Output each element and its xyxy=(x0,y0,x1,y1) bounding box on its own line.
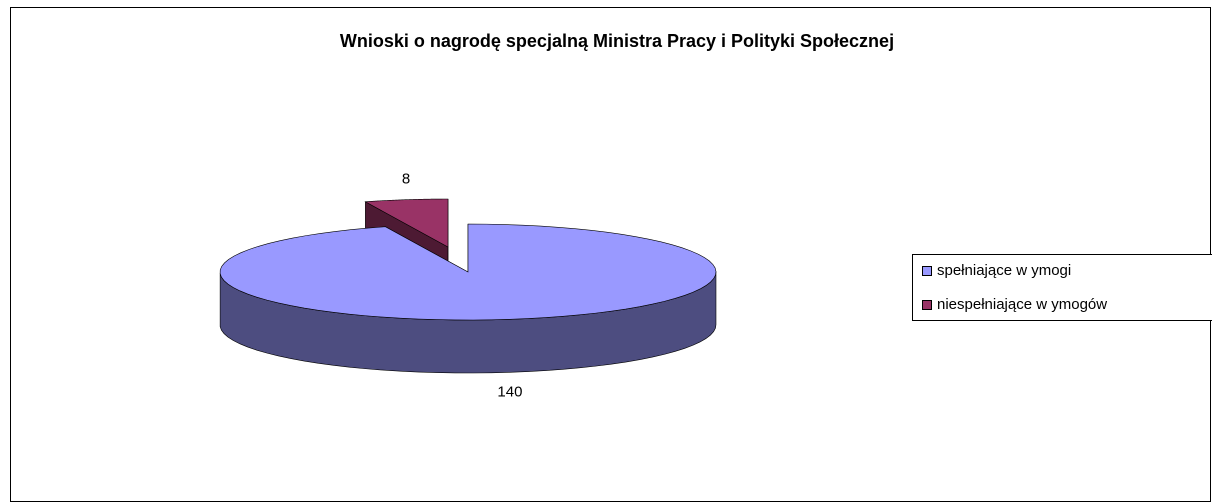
slice-top xyxy=(364,198,449,248)
legend-swatch xyxy=(922,266,932,276)
chart-title: Wnioski o nagrodę specjalną Ministra Pra… xyxy=(340,31,894,51)
legend-label: spełniające w ymogi xyxy=(937,262,1071,279)
legend-swatch xyxy=(922,300,932,310)
legend-box xyxy=(912,254,1212,321)
slice-top xyxy=(219,223,717,321)
legend: spełniające w ymogi niespełniające w ymog… xyxy=(922,262,1107,313)
pie: 8 140 xyxy=(219,171,717,400)
data-label: 8 xyxy=(402,171,410,188)
legend-label: niespełniające w ymogów xyxy=(937,296,1107,313)
data-label: 140 xyxy=(497,383,522,400)
pie-slice xyxy=(219,223,717,374)
